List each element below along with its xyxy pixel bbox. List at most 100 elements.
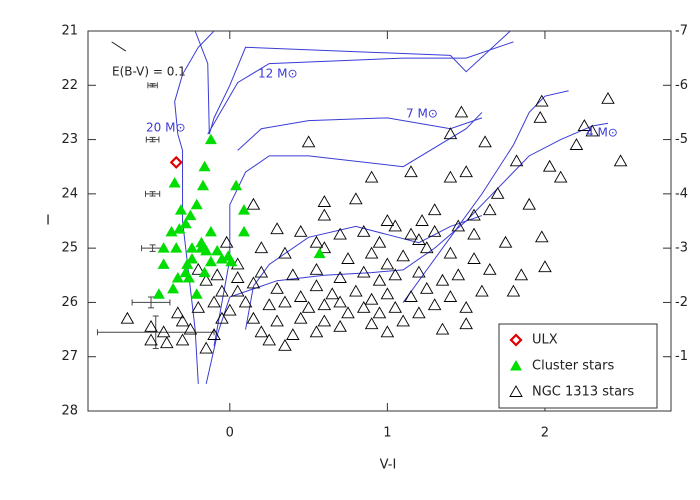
field-star (443, 127, 458, 140)
cluster-star (184, 209, 197, 221)
field-star (514, 268, 529, 281)
x-tick-label: 1 (383, 426, 391, 441)
cluster-star (168, 177, 181, 188)
field-star (349, 284, 363, 297)
evolution-track (245, 215, 483, 330)
cluster-star (185, 253, 198, 264)
field-star (443, 170, 458, 183)
cluster-star (198, 160, 211, 172)
field-star (388, 219, 403, 232)
field-star (372, 273, 387, 286)
x-tick-label: 0 (226, 426, 234, 441)
field-star (509, 154, 524, 167)
field-star (372, 235, 387, 248)
field-star (535, 230, 549, 243)
field-star (396, 314, 410, 327)
field-star (404, 227, 418, 240)
field-star (419, 241, 434, 254)
field-star (175, 333, 190, 346)
field-star (451, 219, 466, 232)
field-star (435, 322, 450, 335)
field-star (569, 138, 584, 150)
field-star (278, 338, 292, 351)
annotation: E(B-V) = 0.1 (112, 65, 186, 79)
cluster-star (179, 217, 192, 229)
field-star (380, 287, 395, 300)
cluster-star (211, 244, 224, 256)
field-star (498, 235, 513, 248)
field-star (412, 306, 426, 319)
cluster-star (204, 225, 217, 237)
y-tick-label: 23 (61, 132, 78, 147)
cluster-star (204, 255, 217, 267)
field-star (286, 328, 300, 340)
field-star (427, 298, 442, 311)
field-star (577, 119, 592, 131)
field-star (293, 290, 308, 302)
annotation: 7 M⊙ (406, 107, 438, 121)
y-tick-label: 25 (61, 241, 78, 256)
field-star (341, 306, 355, 319)
reddening-vector (111, 41, 127, 52)
field-star (278, 246, 292, 259)
field-star (415, 214, 429, 226)
cluster-star (197, 179, 210, 191)
y2-tick-label: -3 (675, 241, 688, 256)
cluster-star (173, 223, 186, 234)
cluster-star (165, 225, 178, 237)
field-star (538, 260, 552, 273)
field-star (301, 135, 316, 148)
annotation: 12 M⊙ (258, 67, 298, 81)
field-star (467, 208, 481, 221)
evolution-track (237, 117, 483, 151)
field-star (553, 170, 568, 183)
field-star (144, 333, 158, 346)
evolution-track (207, 41, 514, 135)
field-star (459, 300, 473, 313)
field-star (293, 224, 308, 237)
legend-label: ULX (532, 333, 558, 348)
field-star (317, 298, 332, 311)
field-star (317, 314, 332, 327)
field-star (522, 197, 536, 210)
field-star (427, 203, 442, 216)
field-star (412, 265, 426, 278)
field-star (364, 246, 379, 259)
field-star (333, 227, 347, 240)
field-star (246, 197, 261, 210)
field-star (443, 246, 458, 259)
cluster-star (185, 242, 198, 253)
annotation: 4 M⊙ (586, 126, 618, 140)
evolution-track (174, 31, 215, 384)
field-star (309, 262, 324, 275)
field-star (467, 252, 481, 264)
field-star (171, 306, 185, 319)
cluster-star (190, 288, 203, 299)
cluster-star (157, 258, 170, 269)
field-star (293, 311, 308, 324)
cluster-star (167, 282, 180, 294)
x-axis-label: V-I (380, 458, 397, 473)
field-star (210, 268, 224, 281)
cluster-star (190, 198, 203, 210)
field-star (483, 203, 497, 216)
field-star (215, 311, 229, 324)
cluster-star (174, 204, 187, 215)
cluster-star (152, 288, 165, 299)
field-star (372, 306, 387, 319)
field-star (191, 262, 206, 275)
cluster-star (195, 242, 208, 253)
cluster-star (181, 258, 194, 269)
field-star (215, 284, 229, 297)
field-star (270, 314, 284, 327)
cluster-star (170, 242, 183, 253)
field-star (246, 276, 261, 289)
field-star (325, 287, 340, 300)
field-star (364, 317, 379, 330)
field-star (230, 284, 245, 297)
field-star (144, 319, 158, 332)
field-star (475, 284, 489, 297)
field-star (451, 268, 466, 281)
field-star (333, 271, 347, 283)
field-star (542, 159, 557, 172)
